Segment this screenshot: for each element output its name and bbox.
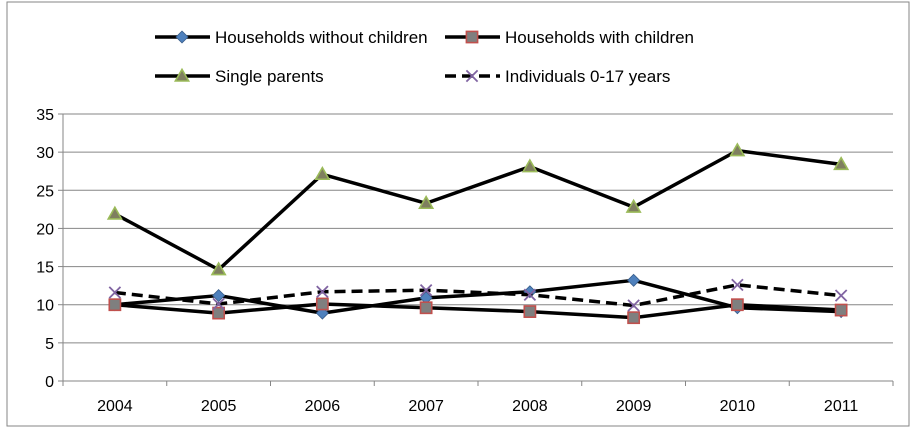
legend-label: Households without children <box>215 28 428 47</box>
legend-item: Households with children <box>445 28 694 47</box>
data-point <box>419 283 433 297</box>
legend-item: Households without children <box>155 28 428 47</box>
data-point <box>316 285 329 298</box>
y-tick-label: 0 <box>45 374 54 391</box>
x-tick-label: 2010 <box>720 398 756 415</box>
legend-label: Individuals 0-17 years <box>505 67 670 86</box>
gridlines <box>63 113 893 344</box>
data-point <box>627 273 641 287</box>
data-point <box>625 198 642 213</box>
series-group <box>106 142 850 325</box>
x-tick-label: 2006 <box>305 398 341 415</box>
x-tick-label: 2007 <box>408 398 444 415</box>
legend: Households without children Households wi… <box>155 28 694 86</box>
x-tick-label: 2011 <box>824 398 859 415</box>
data-point <box>521 158 538 173</box>
y-tick-label: 10 <box>36 298 54 315</box>
data-point <box>729 142 746 157</box>
y-tick-label: 5 <box>45 336 54 353</box>
series-1 <box>108 297 848 325</box>
y-tick-label: 15 <box>36 260 54 277</box>
data-point <box>315 297 329 311</box>
data-point <box>523 305 537 318</box>
y-tick-label: 20 <box>36 221 54 238</box>
data-point <box>833 156 850 171</box>
data-point <box>730 298 744 312</box>
axes: 0 5 10 15 20 25 30 35 2004 2005 2006 2007 2008 2009 20… <box>36 107 894 415</box>
y-tick-label: 35 <box>36 107 54 124</box>
data-point <box>627 311 641 325</box>
data-point <box>314 166 331 181</box>
data-point <box>627 299 640 312</box>
y-tick-label: 30 <box>36 145 54 162</box>
data-point <box>210 261 227 276</box>
data-point <box>834 303 848 317</box>
legend-item: Individuals 0-17 years <box>445 67 670 86</box>
data-point <box>108 298 122 312</box>
chart-border <box>6 1 910 427</box>
legend-item: Single parents <box>155 67 324 86</box>
legend-label: Households with children <box>505 28 694 47</box>
x-tick-label: 2005 <box>201 398 237 415</box>
series-2 <box>106 142 850 276</box>
data-point <box>419 301 433 315</box>
x-tick-label: 2004 <box>97 398 133 415</box>
series-3 <box>108 278 848 312</box>
y-tick-label: 25 <box>36 183 54 200</box>
data-point <box>418 194 435 210</box>
legend-marker <box>465 30 479 44</box>
legend-label: Single parents <box>215 67 324 86</box>
data-point <box>731 278 744 292</box>
x-tick-label: 2008 <box>512 398 548 415</box>
data-point <box>212 306 226 320</box>
legend-marker <box>465 69 479 83</box>
series-line <box>114 278 842 315</box>
data-point <box>212 297 225 311</box>
legend-marker <box>173 67 191 82</box>
legend-marker <box>175 30 189 44</box>
data-point <box>834 289 848 302</box>
data-point <box>523 288 537 302</box>
data-point <box>108 286 122 299</box>
series-line <box>114 148 842 272</box>
series-line <box>114 302 842 320</box>
data-point <box>212 289 226 303</box>
series-line <box>114 283 842 308</box>
data-point <box>106 205 123 220</box>
x-tick-label: 2009 <box>616 398 652 415</box>
